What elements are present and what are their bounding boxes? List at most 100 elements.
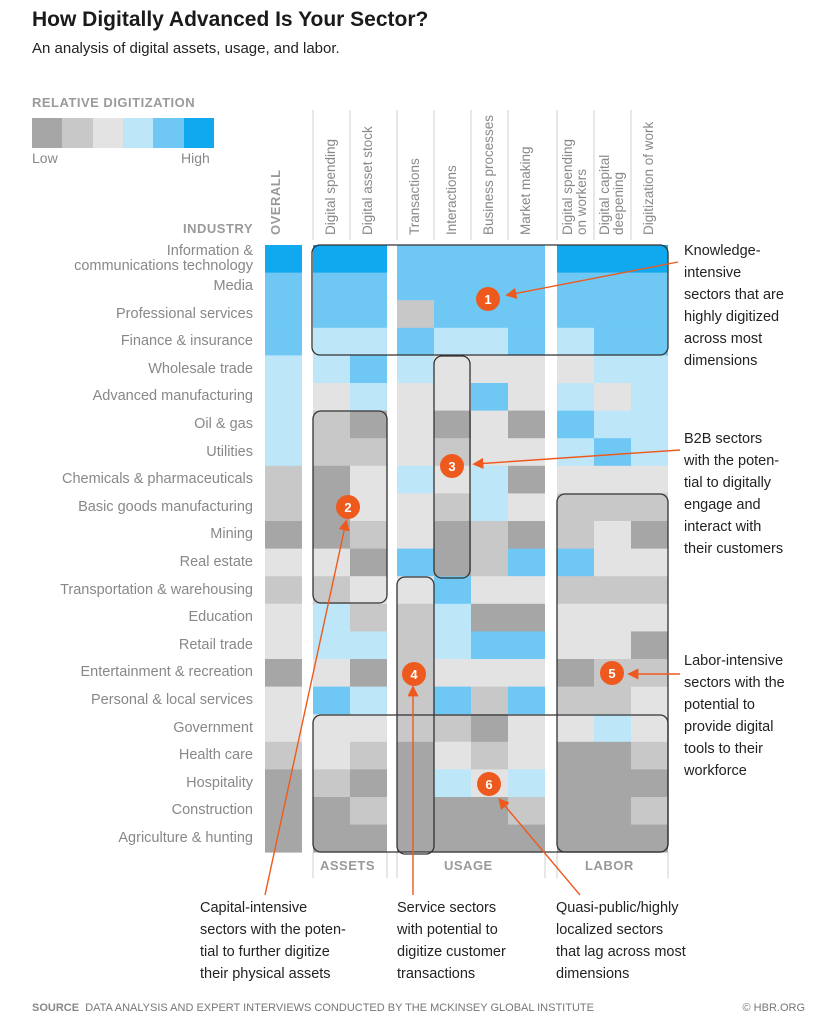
annotation-line: sectors with the (684, 675, 785, 691)
heatmap-cell (434, 741, 471, 770)
heatmap-cell (631, 631, 668, 660)
heatmap-cell (397, 493, 434, 522)
heatmap-grid: 1 2 3 4 5 6 (264, 110, 681, 896)
heatmap-cell (265, 438, 302, 467)
heatmap-cell (594, 741, 631, 770)
legend-color-scale (32, 118, 214, 148)
heatmap-cell (350, 686, 387, 715)
heatmap-cell (631, 300, 668, 329)
row-label: Education (189, 610, 254, 625)
heatmap-cell (557, 603, 594, 632)
heatmap-cell (434, 272, 471, 301)
heatmap-cell (313, 521, 350, 549)
heatmap-cell (434, 548, 471, 577)
annotation-line: tools to their (684, 741, 763, 757)
heatmap-cell (557, 714, 594, 743)
annotation-line: potential to (684, 697, 755, 713)
heatmap-cell (265, 521, 302, 549)
heatmap-cell (471, 824, 508, 853)
annotation-marker-number: 3 (448, 459, 455, 474)
heatmap-cell (397, 300, 434, 329)
heatmap-cell (594, 548, 631, 577)
heatmap-cell (397, 824, 434, 853)
heatmap-cell (350, 659, 387, 687)
annotation-line: across most (684, 331, 763, 347)
row-label-line: Professional services (116, 305, 253, 322)
heatmap-cell (397, 576, 434, 605)
legend-swatch-3 (92, 118, 123, 148)
annotation-text-6: Quasi-public/highly localized sectors that… (556, 897, 686, 985)
highlight-box (311, 244, 669, 356)
annotation-marker-number: 1 (484, 292, 491, 307)
heatmap-cell (313, 410, 350, 439)
heatmap-cell (471, 576, 508, 605)
heatmap-cell (631, 686, 668, 715)
annotation-line: dimensions (556, 966, 630, 982)
heatmap-cell (350, 824, 387, 853)
heatmap-cell (265, 769, 302, 798)
heatmap-cell (397, 465, 434, 494)
heatmap-cell (471, 465, 508, 494)
heatmap-cell (265, 824, 302, 853)
annotation-arrow (498, 797, 581, 896)
heatmap-cell (557, 245, 594, 273)
annotation-text-2: Capital-intensive sectors with the poten-… (200, 897, 346, 985)
row-label-line: Oil & gas (194, 415, 253, 432)
group-label-usage: USAGE (444, 858, 493, 873)
heatmap-cell (557, 741, 594, 770)
legend-swatch-1 (32, 118, 63, 148)
legend-high-label: High (181, 150, 210, 166)
heatmap-cell (350, 410, 387, 439)
row-label: Real estate (180, 554, 253, 570)
heatmap-cell (594, 686, 631, 715)
heatmap-cell (557, 438, 594, 467)
heatmap-cell (350, 521, 387, 549)
heatmap-cell (557, 631, 594, 660)
legend-swatch-5 (153, 118, 184, 148)
heatmap-cell (631, 659, 668, 687)
annotation-marker-5 (600, 661, 624, 685)
heatmap-cell (313, 603, 350, 632)
row-label-line: Basic goods manufacturing (78, 498, 253, 515)
annotation-line: with potential to (397, 922, 498, 938)
heatmap-cell (313, 797, 350, 825)
heatmap-cell (631, 797, 668, 825)
row-label-line: Entertainment & recreation (80, 664, 253, 681)
heatmap-cell (594, 383, 631, 411)
group-gap (545, 243, 557, 855)
heatmap-cell (434, 493, 471, 522)
heatmap-cell (434, 410, 471, 439)
heatmap-cell (508, 383, 545, 411)
row-label: Health care (179, 748, 253, 763)
heatmap-cell (350, 741, 387, 770)
source-note: SOURCE DATA ANALYSIS AND EXPERT INTERVIE… (32, 1002, 594, 1014)
heatmap-cell (471, 714, 508, 743)
row-label-line: Education (188, 609, 254, 626)
heatmap-cell (594, 824, 631, 853)
heatmap-cell (434, 245, 471, 273)
annotation-line: Capital-intensive (200, 900, 308, 916)
heatmap-cell (313, 327, 350, 356)
annotation-line: Knowledge- (684, 243, 761, 259)
annotation-marker-number: 5 (608, 666, 615, 681)
annotation-line: their customers (684, 541, 784, 557)
heatmap-cell (265, 576, 302, 605)
annotation-line: highly digitized (684, 309, 780, 325)
row-label: Utilities (206, 444, 253, 460)
row-label-line: Construction (171, 802, 253, 819)
row-label-line: communications technology (74, 257, 253, 274)
row-label: Finance & insurance (121, 334, 253, 349)
heatmap-cell (350, 631, 387, 660)
row-label-line: Media (213, 277, 254, 294)
row-label: Mining (210, 527, 253, 542)
annotation-marker-6 (477, 772, 501, 796)
heatmap-cell (265, 383, 302, 411)
heatmap-cell (557, 576, 594, 605)
heatmap-cell (508, 548, 545, 577)
annotation-marker-number: 6 (485, 777, 492, 792)
heatmap-cell (471, 631, 508, 660)
heatmap-cell (508, 769, 545, 798)
heatmap-cell (471, 686, 508, 715)
heatmap-cell (508, 797, 545, 825)
heatmap-cell (594, 438, 631, 467)
